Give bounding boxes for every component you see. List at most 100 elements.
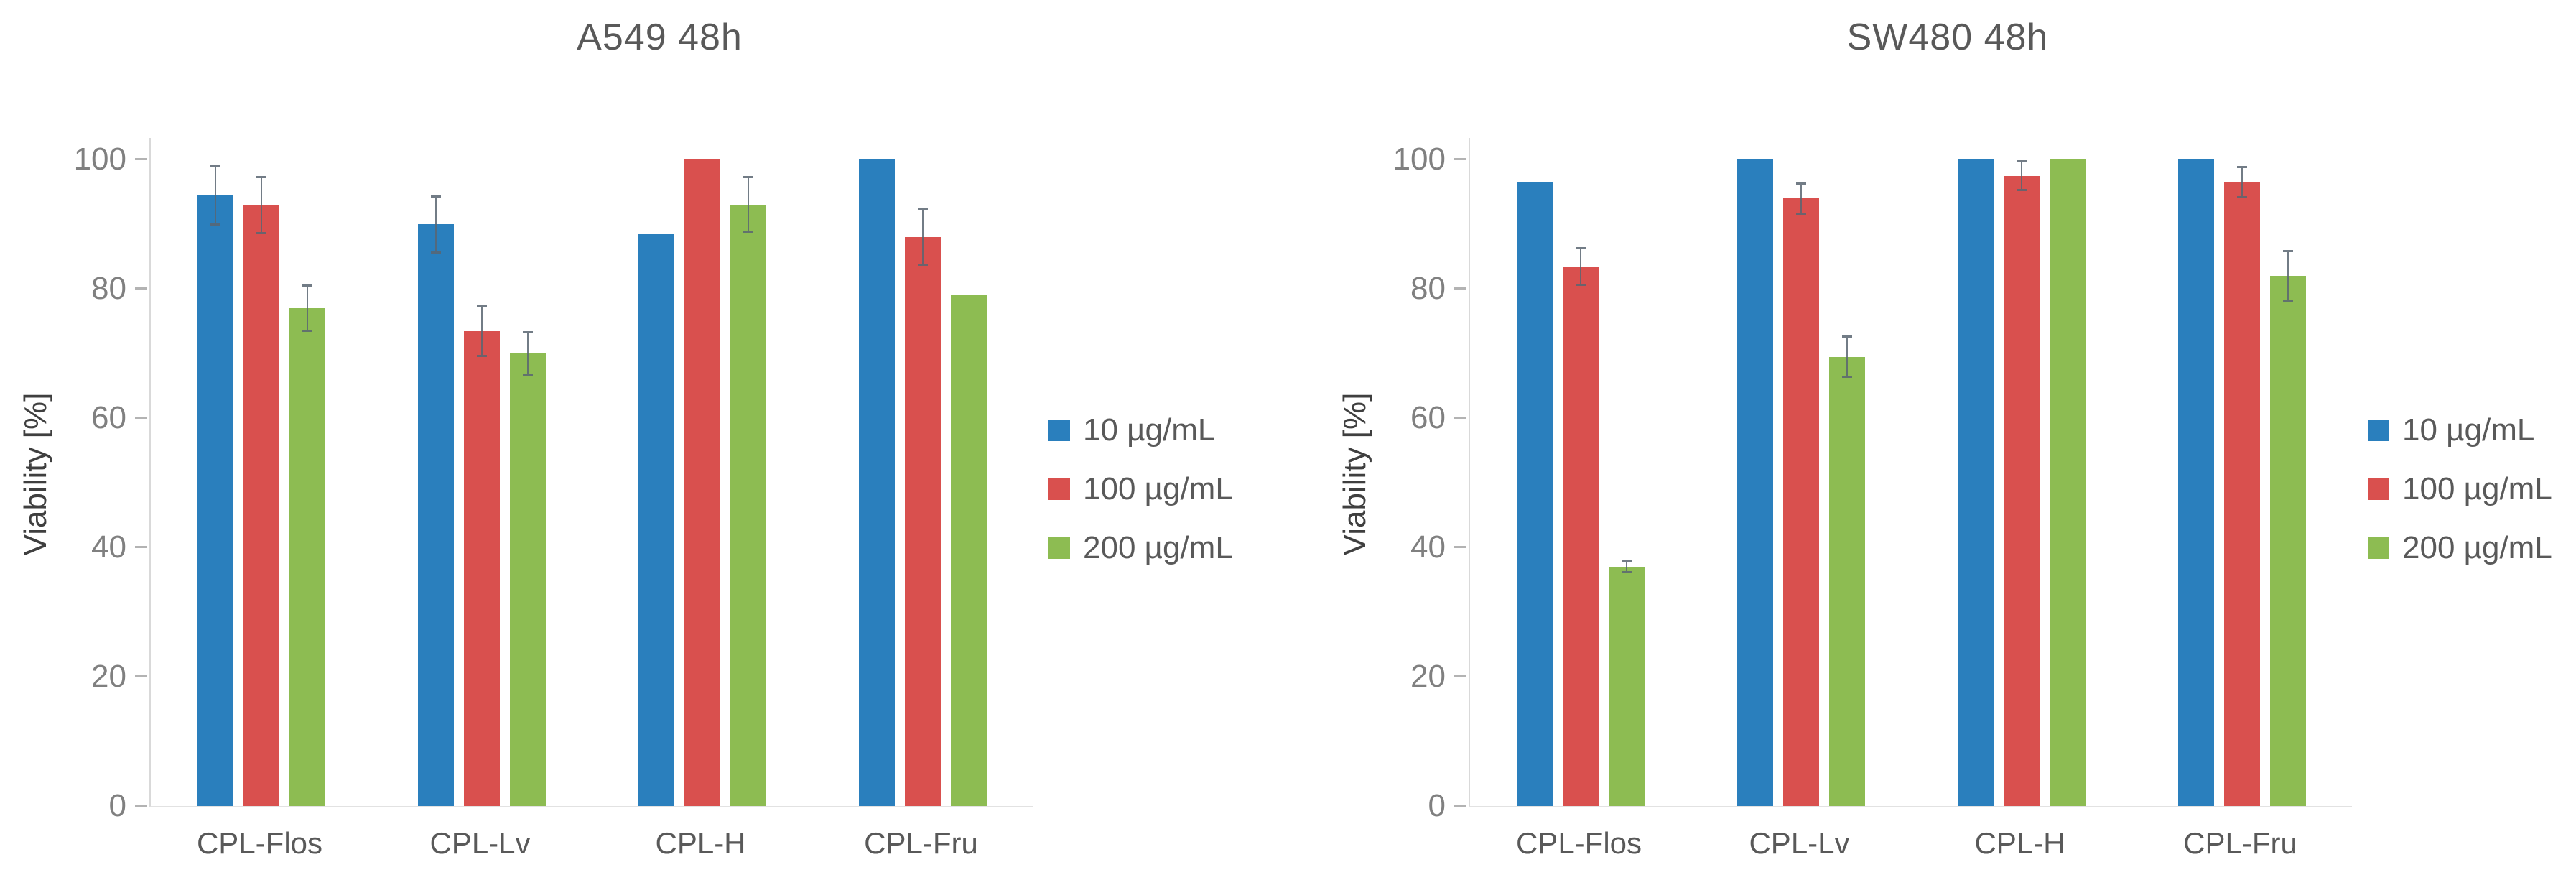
error-bar-cap: [2236, 196, 2247, 198]
legend-item: 100 µg/mL: [2368, 470, 2552, 509]
legend-label: 100 µg/mL: [1083, 471, 1233, 506]
bar: [2177, 159, 2214, 806]
y-axis-title: Viability [%]: [18, 392, 53, 556]
y-tick-mark: [135, 287, 147, 290]
bar: [1562, 246, 1599, 806]
y-tick-mark: [1454, 546, 1466, 548]
bar: [904, 208, 941, 806]
y-axis-title: Viability [%]: [1337, 392, 1372, 556]
y-tick-label: 60: [1410, 400, 1446, 435]
legend: 10 µg/mL 100 µg/mL 200 µg/mL: [2368, 411, 2552, 568]
y-tick-label: 40: [1410, 529, 1446, 565]
y-tick-mark: [135, 158, 147, 160]
legend-item: 200 µg/mL: [2368, 529, 2552, 568]
chart-title: SW480 48h: [1846, 17, 2049, 58]
bar: [509, 331, 546, 806]
x-axis-category-labels: CPL-Flos CPL-Lv CPL-H CPL-Fru: [149, 825, 1031, 862]
error-bar-cap: [2282, 300, 2293, 302]
chart-sw480-48h: SW480 48h Viability [%] 0 20 40 60 80 100 CPL…: [1319, 0, 2576, 880]
error-bar-cap: [430, 195, 441, 198]
legend-swatch-icon: [1048, 537, 1070, 559]
legend-label: 10 µg/mL: [1083, 412, 1216, 448]
error-bar-cap: [1795, 182, 1806, 185]
error-bar-cap: [210, 223, 220, 226]
legend-item: 100 µg/mL: [1048, 470, 1233, 509]
legend-swatch-icon: [2368, 478, 2389, 500]
x-category-label: CPL-Lv: [429, 826, 531, 860]
plot-area: 0 20 40 60 80 100: [1393, 138, 2352, 823]
legend-label: 200 µg/mL: [2402, 530, 2552, 565]
chart-a549-48h: A549 48h Viability [%] 0 20 40 60 80 100 CPL-…: [18, 17, 1233, 862]
y-tick-label: 100: [1392, 142, 1446, 177]
bar-group: [1691, 138, 1911, 806]
legend-swatch-icon: [1048, 420, 1070, 441]
error-bar-cap: [476, 354, 487, 357]
y-tick-label: 0: [108, 788, 126, 823]
y-tick-label: 80: [1410, 271, 1446, 306]
bar: [289, 284, 325, 806]
error-bar-cap: [522, 331, 533, 334]
error-bar: [743, 176, 753, 233]
error-bar-cap: [917, 208, 928, 211]
error-bar: [1795, 182, 1806, 215]
error-bar-cap: [1841, 376, 1852, 379]
error-bar-cap: [256, 175, 266, 178]
y-tick-label: 60: [91, 400, 126, 435]
bar: [1957, 159, 1994, 806]
bar: [1782, 182, 1819, 806]
y-tick-mark: [1454, 158, 1466, 160]
x-axis-category-labels: CPL-Flos CPL-Lv CPL-H CPL-Fru: [1469, 825, 2351, 862]
y-tick-mark: [1454, 675, 1466, 677]
bar: [463, 305, 500, 806]
x-category-label: CPL-H: [1974, 826, 2065, 860]
error-bar-cap: [1621, 560, 1632, 562]
y-tick-mark: [1454, 805, 1466, 807]
legend-swatch-icon: [2368, 537, 2389, 559]
y-tick-mark: [135, 417, 147, 419]
y-tick-mark: [1454, 287, 1466, 290]
y-tick-mark: [1454, 417, 1466, 419]
y-tick-label: 80: [91, 271, 126, 306]
bar: [197, 165, 233, 806]
error-bar-cap: [1621, 571, 1632, 573]
error-bar-cap: [1841, 335, 1852, 338]
legend-item: 10 µg/mL: [2368, 411, 2552, 450]
plot-area: 0 20 40 60 80 100: [74, 138, 1033, 823]
legend-label: 200 µg/mL: [1083, 530, 1233, 565]
x-category-label: CPL-Lv: [1749, 826, 1850, 860]
bar: [1516, 182, 1553, 806]
bar-group: [1470, 138, 1691, 806]
bar: [950, 295, 987, 806]
error-bar: [2236, 166, 2247, 198]
bar: [1736, 159, 1773, 806]
error-bar-cap: [302, 330, 312, 333]
legend-label: 10 µg/mL: [2402, 412, 2535, 448]
error-bar-cap: [430, 251, 441, 254]
error-bar-cap: [476, 305, 487, 307]
error-bar: [917, 208, 928, 266]
error-bar: [256, 175, 266, 234]
error-bar: [1575, 246, 1586, 286]
error-bar: [1841, 335, 1852, 379]
error-bar: [2016, 159, 2027, 192]
bar-group: [812, 138, 1033, 806]
error-bar-cap: [302, 284, 312, 287]
error-bar-cap: [2016, 189, 2027, 192]
error-bar-cap: [2016, 159, 2027, 162]
error-bar: [522, 331, 533, 376]
bar-group: [2131, 138, 2352, 806]
error-bar-cap: [1575, 283, 1586, 286]
bar: [1608, 560, 1645, 806]
bar: [638, 233, 674, 806]
error-bar-cap: [210, 165, 220, 167]
legend-item: 200 µg/mL: [1048, 529, 1233, 568]
x-category-label: CPL-Flos: [196, 826, 323, 860]
error-bar: [430, 195, 441, 254]
bar-group: [151, 138, 371, 806]
y-tick-label: 20: [91, 659, 126, 694]
error-bar: [210, 165, 220, 226]
bar: [2003, 159, 2040, 806]
bar: [417, 195, 454, 806]
bar-groups: [151, 138, 1033, 806]
